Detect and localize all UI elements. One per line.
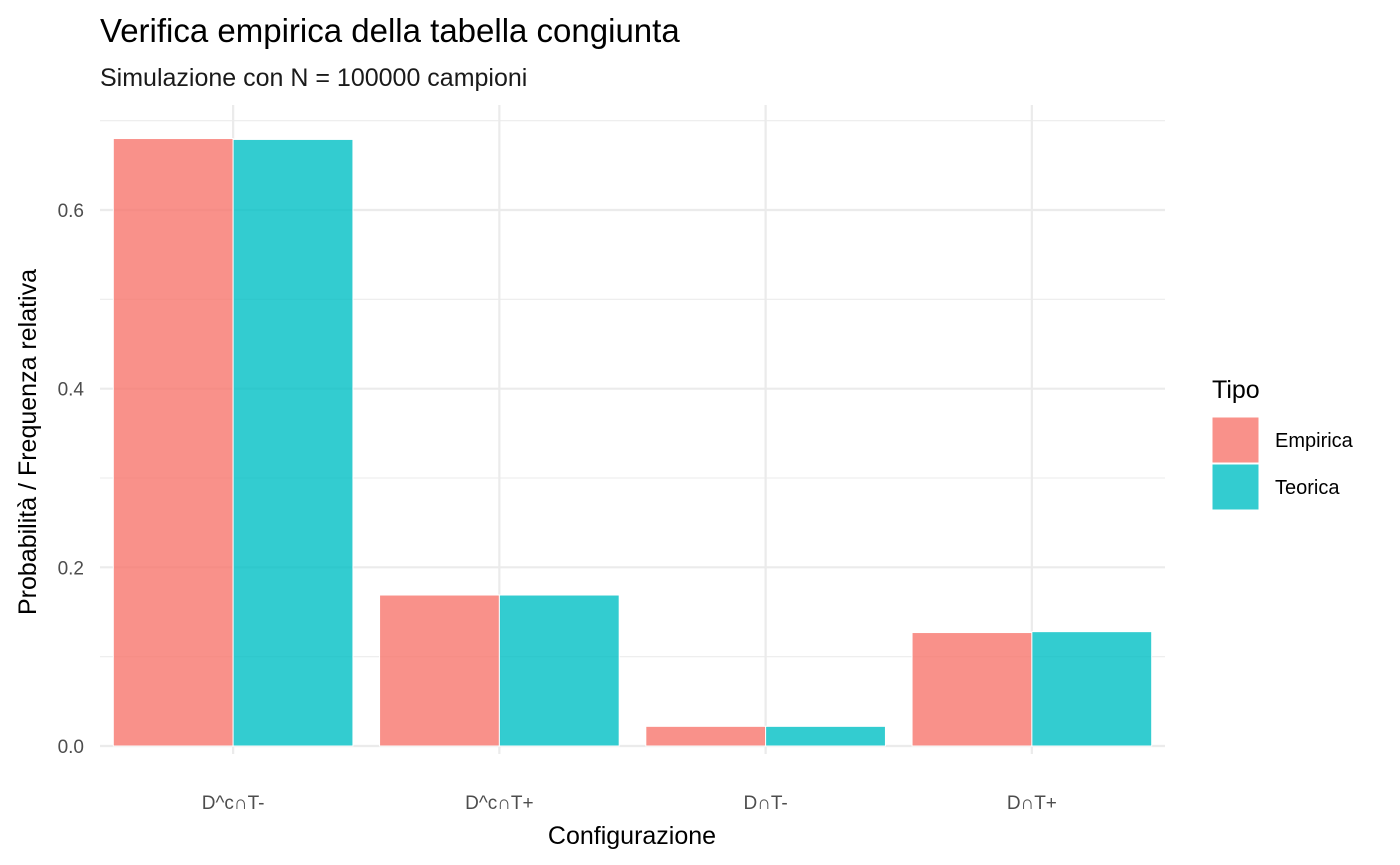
x-tick-label: D^c∩T+ xyxy=(465,793,534,814)
y-tick-label: 0.0 xyxy=(58,737,84,758)
bar-empirica-3 xyxy=(645,725,767,747)
y-tick-label: 0.6 xyxy=(58,201,84,222)
bar-empirica-1 xyxy=(112,138,234,747)
legend-label-teorica: Teorica xyxy=(1275,477,1340,499)
x-tick-label: D∩T- xyxy=(743,793,787,814)
y-tick-label: 0.4 xyxy=(58,380,85,401)
legend: Tipo Empirica Teorica xyxy=(1211,376,1354,511)
y-tick-label: 0.2 xyxy=(58,558,84,579)
chart-subtitle: Simulazione con N = 100000 campioni xyxy=(100,64,527,92)
x-tick-label: D∩T+ xyxy=(1007,793,1057,814)
bar-teorica-2 xyxy=(498,594,620,747)
bar-empirica-2 xyxy=(379,594,500,747)
bar-teorica-1 xyxy=(232,138,354,747)
chart-title: Verifica empirica della tabella congiunt… xyxy=(100,12,680,49)
legend-key-empirica xyxy=(1211,416,1260,464)
bar-empirica-4 xyxy=(911,632,1033,747)
bar-teorica-4 xyxy=(1031,631,1153,747)
legend-title: Tipo xyxy=(1212,376,1260,404)
x-axis-title: Configurazione xyxy=(548,822,716,850)
bars xyxy=(112,138,1153,747)
bar-teorica-3 xyxy=(765,725,886,747)
x-axis-ticks: D^c∩T- D^c∩T+ D∩T- D∩T+ xyxy=(202,793,1057,814)
x-tick-label: D^c∩T- xyxy=(202,793,265,814)
y-axis-title: Probabilità / Frequenza relativa xyxy=(14,269,42,615)
legend-label-empirica: Empirica xyxy=(1275,430,1354,452)
y-axis-ticks: 0.0 0.2 0.4 0.6 xyxy=(58,201,85,758)
legend-key-teorica xyxy=(1211,463,1260,511)
